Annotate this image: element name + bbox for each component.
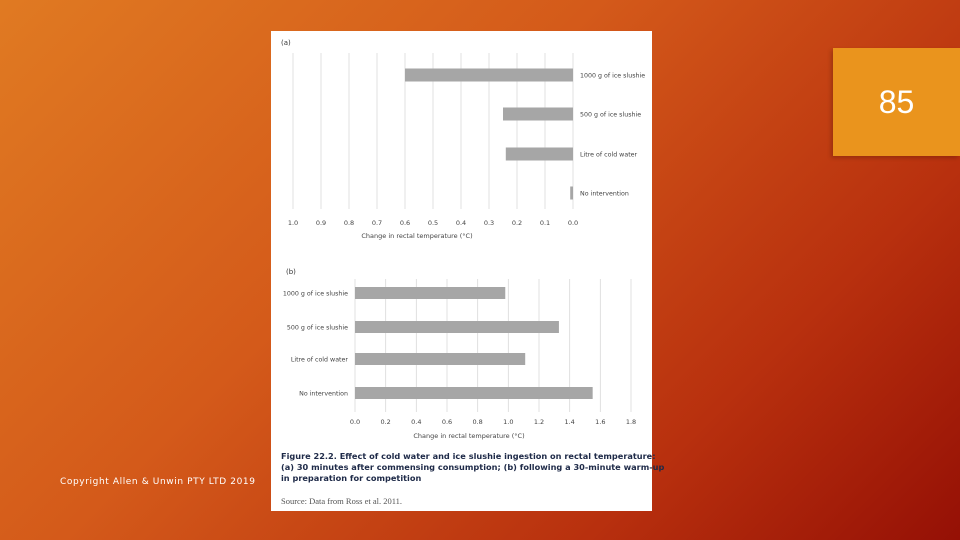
figure-caption: Figure 22.2. Effect of cold water and ic…	[281, 451, 665, 484]
chart-b-tick-label: 0.6	[442, 418, 452, 426]
chart-a-bar	[570, 186, 573, 200]
chart-b-bar	[355, 353, 526, 365]
chart-a-tick-label: 0.7	[372, 219, 382, 227]
chart-b-bar	[355, 287, 506, 299]
chart-a-tick-label: 0.4	[456, 219, 466, 227]
chart-a-tick-label: 0.5	[428, 219, 438, 227]
chart-b-tick-label: 1.0	[503, 418, 513, 426]
chart-b-tick-label: 1.4	[564, 418, 574, 426]
chart-a-bar	[505, 147, 573, 161]
chart-a-category-label: No intervention	[580, 191, 629, 198]
caption-line-2: (a) 30 minutes after commensing consumpt…	[281, 462, 665, 472]
chart-b-tick-label: 1.8	[626, 418, 636, 426]
figure-source: Source: Data from Ross et al. 2011.	[281, 496, 403, 506]
chart-b-tick-label: 0.0	[350, 418, 360, 426]
chart-a-category-label: 500 g of ice slushie	[580, 112, 641, 119]
chart-b-tick-label: 0.4	[411, 418, 421, 426]
chart-b-tick-label: 1.2	[534, 418, 544, 426]
chart-b-category-label: 1000 g of ice slushie	[283, 291, 348, 298]
chart-a-tick-label: 0.6	[400, 219, 410, 227]
page-number-badge: 85	[833, 48, 960, 156]
chart-b-tick-label: 0.2	[380, 418, 390, 426]
chart-b-category-label: No intervention	[299, 391, 348, 398]
chart-a-x-axis-label: Change in rectal temperature (°C)	[361, 232, 472, 240]
copyright-text: Copyright Allen & Unwin PTY LTD 2019	[60, 477, 256, 487]
chart-b-bar	[355, 321, 559, 333]
chart-a-panel-label: (a)	[281, 39, 291, 47]
chart-b-x-axis-label: Change in rectal temperature (°C)	[413, 432, 524, 440]
chart-a-tick-label: 0.8	[344, 219, 354, 227]
chart-a-tick-label: 0.1	[540, 219, 550, 227]
chart-a-tick-label: 1.0	[288, 219, 298, 227]
caption-line-1: Figure 22.2. Effect of cold water and ic…	[281, 451, 656, 461]
caption-line-3: in preparation for competition	[281, 473, 422, 483]
chart-a-tick-label: 0.3	[484, 219, 494, 227]
chart-a-category-label: 1000 g of ice slushie	[580, 73, 645, 80]
chart-a-bar	[405, 68, 573, 82]
chart-a-category-label: Litre of cold water	[580, 152, 638, 159]
chart-b-tick-label: 0.8	[472, 418, 482, 426]
chart-a-tick-label: 0.0	[568, 219, 578, 227]
chart-a-tick-label: 0.2	[512, 219, 522, 227]
chart-b-panel-label: (b)	[286, 268, 296, 276]
page-number: 85	[878, 83, 915, 120]
figure-card: (a) 1.0 0.9 0.8 0.7 0.6 0.5 0.4 0.3 0.2 0.1 0.0 1000…	[271, 31, 665, 511]
chart-b-category-label: 500 g of ice slushie	[287, 325, 348, 332]
chart-b-bar	[355, 387, 593, 399]
figure-charts: (a) 1.0 0.9 0.8 0.7 0.6 0.5 0.4 0.3 0.2 0.1 0.0 1000…	[281, 39, 645, 440]
chart-b-category-label: Litre of cold water	[291, 357, 349, 364]
chart-b-tick-label: 1.6	[595, 418, 605, 426]
chart-a-bar	[503, 107, 573, 121]
chart-a-tick-label: 0.9	[316, 219, 326, 227]
